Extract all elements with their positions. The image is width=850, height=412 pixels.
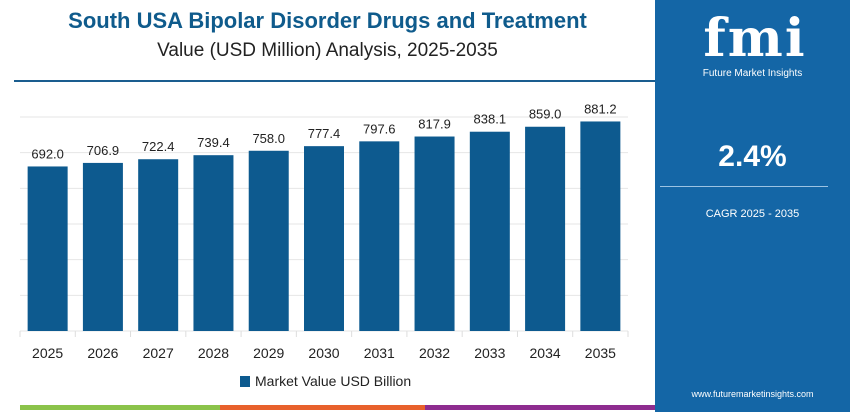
bar — [359, 141, 400, 331]
x-tick-label: 2031 — [364, 345, 395, 361]
data-label: 758.0 — [252, 131, 285, 146]
cagr-label: CAGR 2025 - 2035 — [705, 208, 800, 220]
data-label: 838.1 — [474, 112, 507, 127]
x-tick-label: 2027 — [143, 345, 174, 361]
x-tick-label: 2035 — [585, 345, 616, 361]
website-link[interactable]: www.futuremarketinsights.com — [691, 389, 814, 399]
stripe-purple — [425, 405, 655, 410]
bar — [138, 159, 179, 331]
chart-title: South USA Bipolar Disorder Drugs and Tre… — [68, 8, 587, 33]
side-panel: fmi Future Market Insights 2.4% CAGR 202… — [655, 0, 850, 412]
x-tick-label: 2028 — [198, 345, 229, 361]
bar — [580, 121, 621, 332]
data-label: 722.4 — [142, 139, 175, 154]
data-label: 817.9 — [418, 117, 451, 132]
bar — [525, 126, 566, 331]
stripe-green — [20, 405, 220, 410]
data-label: 692.0 — [31, 146, 64, 161]
x-tick-label: 2029 — [253, 345, 284, 361]
bar — [469, 131, 510, 331]
bar-chart: 692.0 2025 706.9 2026 722.4 2027 739.4 2028 758.… — [19, 101, 629, 361]
chart-subtitle: Value (USD Million) Analysis, 2025-2035 — [157, 40, 498, 61]
bar — [248, 150, 289, 331]
data-label: 739.4 — [197, 135, 230, 150]
stripe-orange — [220, 405, 425, 410]
cagr-divider — [660, 186, 828, 187]
x-tick-label: 2026 — [87, 345, 118, 361]
title-divider — [14, 80, 656, 82]
legend-swatch — [240, 375, 250, 387]
x-tick-label: 2025 — [32, 345, 63, 361]
fmi-logo: fmi — [703, 8, 807, 69]
data-label: 881.2 — [584, 101, 617, 116]
data-label: 706.9 — [87, 143, 120, 158]
x-tick-label: 2034 — [530, 345, 561, 361]
legend-label: Market Value USD Billion — [255, 373, 412, 389]
bar — [304, 146, 344, 331]
logo-text: Future Market Insights — [702, 68, 803, 79]
data-label: 859.0 — [529, 107, 562, 122]
bar — [82, 162, 123, 331]
bar — [27, 166, 68, 331]
bar — [414, 136, 455, 331]
cagr-value: 2.4% — [718, 140, 787, 173]
bar — [193, 155, 234, 331]
x-tick-label: 2032 — [419, 345, 450, 361]
legend: Market Value USD Billion — [240, 373, 411, 389]
x-tick-label: 2030 — [308, 345, 339, 361]
data-label: 797.6 — [363, 121, 396, 136]
x-tick-label: 2033 — [474, 345, 505, 361]
data-label: 777.4 — [308, 126, 341, 141]
